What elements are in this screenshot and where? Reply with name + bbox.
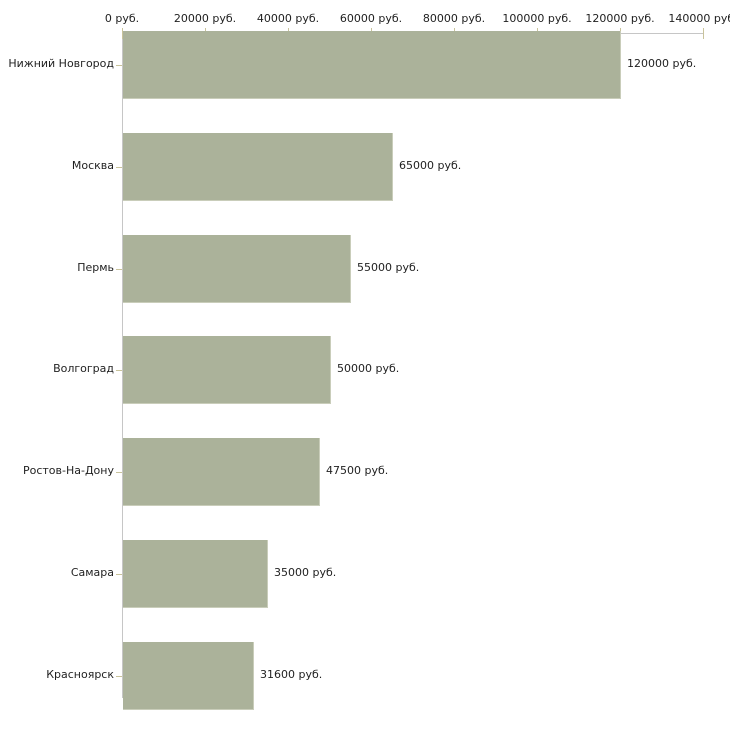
x-axis-tick-label: 120000 руб. xyxy=(585,12,655,25)
category-tick xyxy=(116,370,122,371)
category-tick xyxy=(116,574,122,575)
category-tick xyxy=(116,676,122,677)
bar xyxy=(123,438,320,506)
category-label: Пермь xyxy=(77,261,114,274)
bar xyxy=(123,642,254,710)
x-axis-tick-label: 20000 руб. xyxy=(173,12,237,25)
value-label: 65000 руб. xyxy=(399,159,462,172)
value-label: 120000 руб. xyxy=(627,57,697,70)
x-axis-tick-label: 60000 руб. xyxy=(339,12,403,25)
value-label: 31600 руб. xyxy=(260,668,323,681)
y-axis-line xyxy=(122,31,123,698)
category-tick xyxy=(116,65,122,66)
bar xyxy=(123,336,331,404)
x-axis-tick-label: 100000 руб. xyxy=(502,12,572,25)
x-axis-tick xyxy=(122,28,123,39)
category-label: Красноярск xyxy=(46,668,114,681)
category-tick xyxy=(116,472,122,473)
value-label: 47500 руб. xyxy=(326,464,389,477)
x-axis-tick-label: 80000 руб. xyxy=(422,12,486,25)
x-axis-tick-label: 0 руб. xyxy=(104,12,140,25)
category-label: Ростов-На-Дону xyxy=(22,464,114,477)
x-axis-tick-label: 140000 руб. xyxy=(668,12,730,25)
bar xyxy=(123,540,268,608)
bar xyxy=(123,235,351,303)
value-label: 55000 руб. xyxy=(357,261,420,274)
category-label: Нижний Новгород xyxy=(8,57,114,70)
category-tick xyxy=(116,167,122,168)
category-label: Самара xyxy=(70,566,114,579)
category-label: Волгоград xyxy=(53,362,114,375)
category-label: Москва xyxy=(71,159,114,172)
bar xyxy=(123,133,393,201)
x-axis-tick-label: 40000 руб. xyxy=(256,12,320,25)
bar xyxy=(123,31,621,99)
category-tick xyxy=(116,269,122,270)
value-label: 35000 руб. xyxy=(274,566,337,579)
value-label: 50000 руб. xyxy=(337,362,400,375)
x-axis-tick xyxy=(703,28,704,39)
